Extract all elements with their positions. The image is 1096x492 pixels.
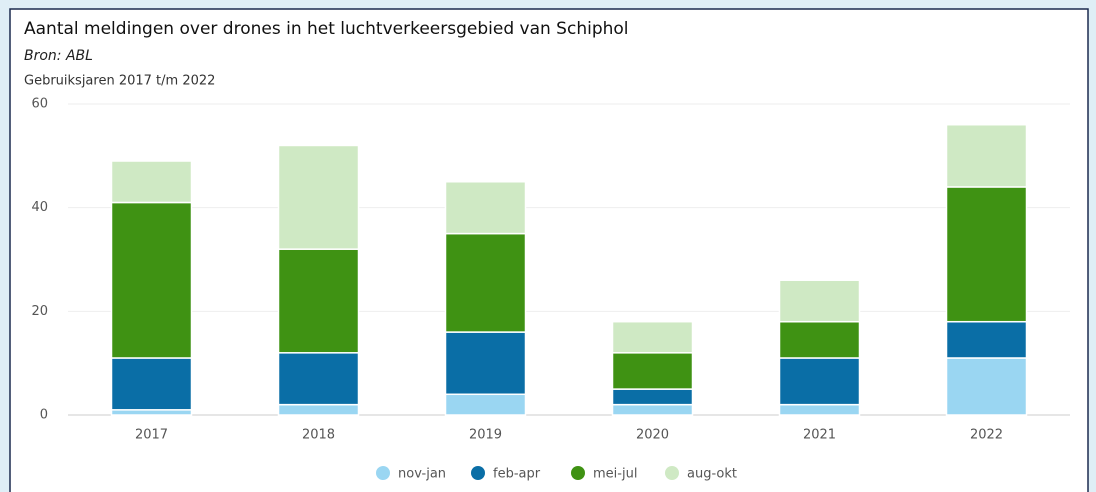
axis-label: Gebruiksjaren 2017 t/m 2022 (24, 74, 215, 89)
bar-segment (110, 357, 193, 411)
bar-segment (110, 160, 193, 204)
bar-segment (444, 331, 527, 396)
y-tick-label: 20 (31, 304, 48, 319)
x-tick-label: 2022 (970, 428, 1003, 443)
bar-segment (611, 403, 694, 416)
legend-swatch (665, 466, 679, 480)
bar-segment (444, 232, 527, 333)
bar-segment (110, 201, 193, 359)
legend-swatch (571, 466, 585, 480)
y-tick-label: 0 (40, 408, 48, 423)
bar-segment (778, 320, 861, 359)
y-tick-label: 60 (31, 97, 48, 112)
bar-segment (778, 279, 861, 323)
x-tick-label: 2020 (636, 428, 669, 443)
chart-subtitle: Bron: ABL (24, 48, 93, 64)
legend-swatch (376, 466, 390, 480)
y-tick-label: 40 (31, 200, 48, 215)
chart-title: Aantal meldingen over drones in het luch… (24, 19, 629, 39)
x-tick-label: 2017 (135, 428, 168, 443)
x-tick-label: 2019 (469, 428, 502, 443)
legend-label: aug-okt (687, 467, 737, 482)
legend-label: mei-jul (593, 467, 637, 482)
bar-segment (945, 357, 1028, 416)
bar-segment (945, 320, 1028, 359)
x-tick-label: 2018 (302, 428, 335, 443)
bar-segment (277, 403, 360, 416)
bar-segment (611, 320, 694, 354)
bar-segment (110, 409, 193, 416)
bar-segment (277, 248, 360, 354)
legend-label: nov-jan (398, 467, 446, 482)
bar-segment (945, 186, 1028, 323)
bar-segment (444, 393, 527, 416)
bar-segment (778, 357, 861, 406)
bar-segment (778, 403, 861, 416)
x-tick-label: 2021 (803, 428, 836, 443)
legend-swatch (471, 466, 485, 480)
bar-segment (945, 123, 1028, 188)
bar-segment (611, 388, 694, 406)
bar-segment (611, 352, 694, 390)
legend-label: feb-apr (493, 467, 541, 482)
bar-segment (277, 352, 360, 406)
bar-segment (277, 144, 360, 250)
bar-segment (444, 181, 527, 235)
